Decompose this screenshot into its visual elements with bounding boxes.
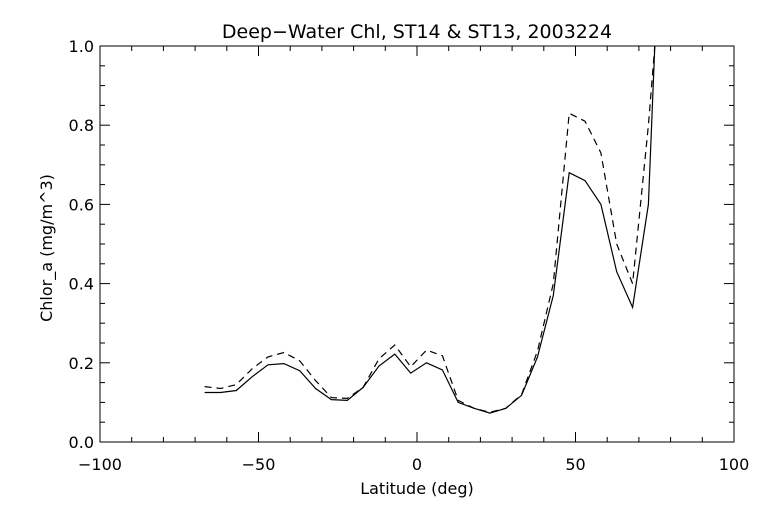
axis-tick-labels: −100 −50 0 50 100 0.0 0.2 0.4 0.6 0.8 1.0 bbox=[69, 37, 750, 474]
x-tick-label: −100 bbox=[78, 455, 122, 474]
x-tick-label: −50 bbox=[242, 455, 276, 474]
y-tick-label: 0.6 bbox=[69, 195, 94, 214]
y-tick-label: 1.0 bbox=[69, 37, 94, 56]
y-tick-label: 0.2 bbox=[69, 354, 94, 373]
y-tick-label: 0.4 bbox=[69, 275, 94, 294]
x-tick-label: 0 bbox=[412, 455, 422, 474]
chart-title: Deep−Water Chl, ST14 & ST13, 2003224 bbox=[222, 21, 612, 43]
y-tick-label: 0.0 bbox=[69, 433, 94, 452]
axis-ticks bbox=[99, 45, 735, 443]
plot-frame bbox=[99, 45, 735, 443]
series-line-solid bbox=[204, 45, 656, 414]
y-tick-label: 0.8 bbox=[69, 116, 94, 135]
x-axis-label: Latitude (deg) bbox=[360, 479, 474, 498]
y-axis-label: Chlor_a (mg/m^3) bbox=[37, 174, 57, 322]
series-line-dashed bbox=[204, 45, 656, 413]
x-tick-label: 100 bbox=[719, 455, 750, 474]
series-group bbox=[204, 45, 656, 414]
x-tick-label: 50 bbox=[565, 455, 585, 474]
